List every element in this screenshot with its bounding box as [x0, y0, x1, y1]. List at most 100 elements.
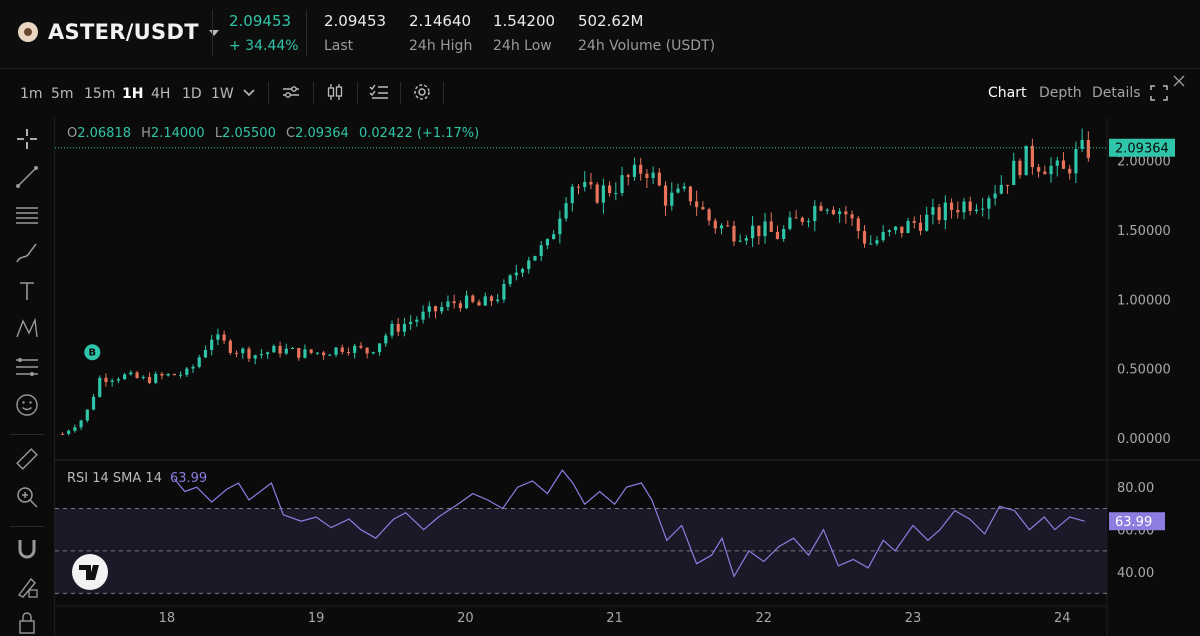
- time-tick-label: 20: [457, 611, 474, 626]
- candle-body: [508, 275, 512, 285]
- candle-body: [216, 334, 220, 340]
- candle-body: [178, 374, 183, 376]
- candle-body: [788, 217, 792, 229]
- candle-body: [147, 376, 152, 383]
- candle-body: [1037, 167, 1041, 172]
- divider: [443, 82, 444, 104]
- candle-body: [912, 220, 916, 223]
- horizontal-lines-icon[interactable]: [14, 202, 40, 228]
- close-label: C: [286, 126, 295, 141]
- candle-body: [278, 345, 282, 354]
- rsi-band-layer: [55, 507, 1107, 594]
- buy-marker-dot[interactable]: [84, 344, 101, 361]
- candle-body: [234, 352, 239, 354]
- candle-body: [838, 211, 842, 215]
- magnet-icon[interactable]: [14, 536, 40, 562]
- gear-icon[interactable]: [411, 82, 433, 102]
- open-value: 2.06818: [77, 126, 131, 141]
- ruler-icon[interactable]: [14, 446, 40, 472]
- lock-icon[interactable]: [14, 610, 40, 636]
- zoom-in-icon[interactable]: [14, 484, 40, 510]
- divider: [400, 82, 401, 104]
- candle-body: [545, 239, 550, 246]
- tab-details[interactable]: Details: [1092, 85, 1141, 101]
- lock-drawing-icon[interactable]: [14, 574, 40, 600]
- candle-body: [719, 225, 724, 229]
- candle-body: [819, 205, 823, 211]
- stat-24h-high: 2.14640 24h High: [409, 12, 472, 54]
- candle-body: [962, 201, 966, 213]
- candle-body: [402, 323, 407, 332]
- crosshair-icon[interactable]: [14, 126, 40, 152]
- candle-body: [489, 296, 494, 302]
- timeframe-1m[interactable]: 1m: [20, 86, 43, 102]
- pair-selector[interactable]: ASTER/USDT: [18, 20, 219, 44]
- candle-body: [632, 164, 637, 177]
- measure-lines-icon[interactable]: [14, 354, 40, 380]
- timeframe-15m[interactable]: 15m: [84, 86, 116, 102]
- time-tick-label: 19: [308, 611, 325, 626]
- indicators-list-icon[interactable]: [368, 82, 390, 102]
- indicator-settings-icon[interactable]: [280, 82, 302, 102]
- candle-body: [931, 207, 935, 215]
- candle-body: [949, 202, 954, 211]
- text-tool-icon[interactable]: [14, 278, 40, 304]
- chevron-down-icon[interactable]: [238, 82, 260, 102]
- divider: [10, 434, 44, 435]
- timeframe-1w[interactable]: 1W: [211, 86, 234, 102]
- stat-value: 2.14640: [409, 12, 472, 30]
- emoji-icon[interactable]: [14, 392, 40, 418]
- candle-body: [272, 345, 276, 353]
- candle-body: [60, 433, 65, 435]
- price-change: + 34.44%: [229, 38, 299, 54]
- brush-icon[interactable]: [14, 240, 40, 266]
- candle-body: [937, 207, 941, 221]
- candle-body: [794, 217, 798, 219]
- candle-body: [421, 311, 425, 320]
- candle-body: [440, 306, 444, 312]
- stat-label: Last: [324, 38, 354, 54]
- price-tick-label: 1.50000: [1117, 224, 1171, 239]
- fullscreen-icon[interactable]: [1148, 83, 1170, 103]
- candle-body: [464, 295, 469, 309]
- candle-body: [67, 430, 71, 434]
- timeframe-5m[interactable]: 5m: [51, 86, 74, 102]
- candle-body: [738, 240, 742, 242]
- buy-marker[interactable]: B: [84, 344, 101, 361]
- tab-chart[interactable]: Chart: [988, 85, 1027, 101]
- candle-body: [328, 354, 332, 356]
- candle-body: [1080, 139, 1084, 149]
- timeframe-1h[interactable]: 1H: [122, 86, 144, 102]
- candle-body: [639, 164, 643, 174]
- stat-24h-low: 1.54200 24h Low: [493, 12, 555, 54]
- tab-depth[interactable]: Depth: [1039, 85, 1082, 101]
- candle-body: [956, 210, 960, 213]
- rsi-title: RSI 14 SMA 14: [67, 471, 162, 486]
- candle-body: [346, 352, 351, 354]
- high-value: 2.14000: [151, 126, 205, 141]
- pattern-tool-icon[interactable]: [14, 316, 40, 342]
- candle-body: [918, 222, 923, 231]
- last-price-label: 2.09364: [1115, 142, 1169, 157]
- candle-body: [222, 334, 226, 341]
- candle-body: [576, 186, 581, 188]
- candle-body: [757, 225, 761, 237]
- price-chart[interactable]: O2.06818 H2.14000 L2.05500 C2.09364 0.02…: [55, 118, 1200, 636]
- candle-body: [390, 323, 394, 336]
- trend-line-icon[interactable]: [14, 164, 40, 190]
- candle-body: [334, 347, 338, 355]
- timeframe-4h[interactable]: 4H: [151, 86, 171, 102]
- close-icon[interactable]: [1170, 72, 1188, 90]
- timeframe-1d[interactable]: 1D: [182, 86, 202, 102]
- candlestick-type-icon[interactable]: [324, 82, 346, 102]
- stat-value: 502.62M: [578, 12, 644, 30]
- divider: [212, 10, 213, 56]
- tradingview-glyph-icon: [79, 565, 99, 580]
- tradingview-logo[interactable]: [72, 554, 108, 590]
- candle-body: [806, 221, 811, 223]
- chart-area[interactable]: O2.06818 H2.14000 L2.05500 C2.09364 0.02…: [55, 118, 1200, 636]
- candle-body: [608, 185, 612, 194]
- candle-body: [663, 185, 668, 206]
- candle-body: [85, 409, 89, 421]
- candle-body: [290, 347, 295, 349]
